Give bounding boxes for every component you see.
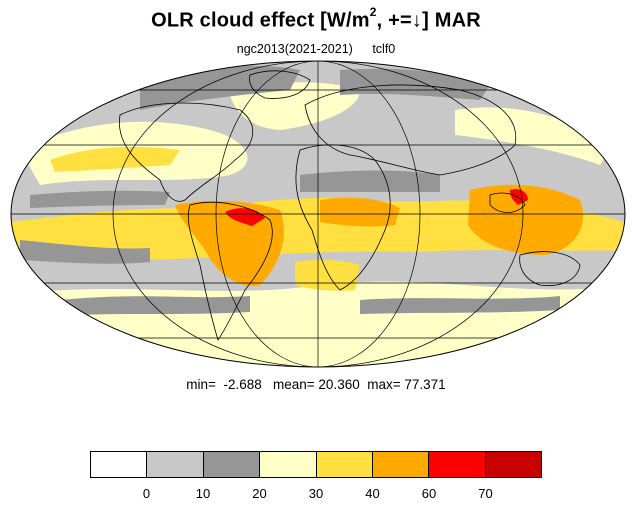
legend-swatch [147, 452, 204, 477]
mean-value: 20.360 [318, 377, 360, 392]
field-sahara-gray [300, 170, 440, 192]
legend-swatch [260, 452, 317, 477]
legend-tick-label: 30 [308, 486, 324, 501]
field-south-gray-patch-2 [360, 296, 560, 314]
legend-tick-label: 40 [365, 486, 380, 501]
plot-subtitle: ngc2013(2021-2021) tclf0 [0, 42, 632, 56]
coast-north-america [118, 102, 254, 202]
legend-tick-label: 20 [252, 486, 267, 501]
coast-greenland [249, 70, 311, 99]
coast-australia [519, 251, 581, 287]
meridian-ellipse [215, 61, 421, 367]
legend-swatch [372, 452, 430, 477]
color-legend [90, 451, 542, 478]
mean-label: mean= [273, 377, 315, 392]
max-value: 77.371 [404, 377, 446, 392]
field-statistics: min= -2.688 mean= 20.360 max= 77.371 [0, 377, 632, 392]
coast-borneo [489, 192, 526, 213]
max-label: max= [367, 377, 401, 392]
legend-tick-label: 0 [142, 486, 151, 501]
coast-africa [295, 144, 391, 291]
field-ne-pacific-gray [30, 190, 170, 208]
field-n-atlantic-track [230, 82, 360, 130]
field-amazon-max [225, 208, 265, 226]
legend-swatch [91, 452, 148, 477]
title-text: OLR cloud effect [W/m [151, 9, 370, 32]
field-se-pacific-gray [20, 240, 150, 264]
legend-tick-label: 70 [478, 486, 493, 501]
title-superscript: 2 [369, 5, 377, 19]
field-n-pacific-yellow [50, 147, 180, 172]
coast-eurasia [304, 84, 517, 176]
case-label: ngc2013(2021-2021) [236, 42, 353, 56]
title-tail: , +=↓] MAR [376, 9, 481, 32]
coast-south-america [187, 201, 273, 341]
legend-swatch [485, 452, 541, 477]
plot-title: OLR cloud effect [W/m2, +=↓] MAR [0, 5, 632, 33]
legend-tick-label: 60 [421, 486, 437, 501]
field-south-midlat [11, 281, 625, 330]
min-value: -2.688 [223, 377, 262, 392]
globe-outline [10, 60, 626, 368]
legend-ticks: 0 10 20 30 40 60 70 [0, 486, 632, 504]
field-s-africa [295, 259, 360, 291]
field-n-pacific-east [455, 107, 610, 165]
field-warm-pool-max [510, 189, 528, 205]
legend-swatch [203, 452, 261, 477]
min-label: min= [186, 377, 216, 392]
meridian-ellipse [112, 61, 524, 367]
variable-label: tclf0 [372, 42, 396, 56]
legend-swatch [316, 452, 373, 477]
field-maritime-continent [468, 184, 584, 255]
legend-swatch [429, 452, 486, 477]
coastlines [118, 70, 581, 341]
field-africa-orange [320, 197, 400, 227]
field-south-gray-patch [60, 296, 250, 316]
legend-tick-label: 10 [195, 486, 211, 501]
map-field [11, 61, 625, 367]
